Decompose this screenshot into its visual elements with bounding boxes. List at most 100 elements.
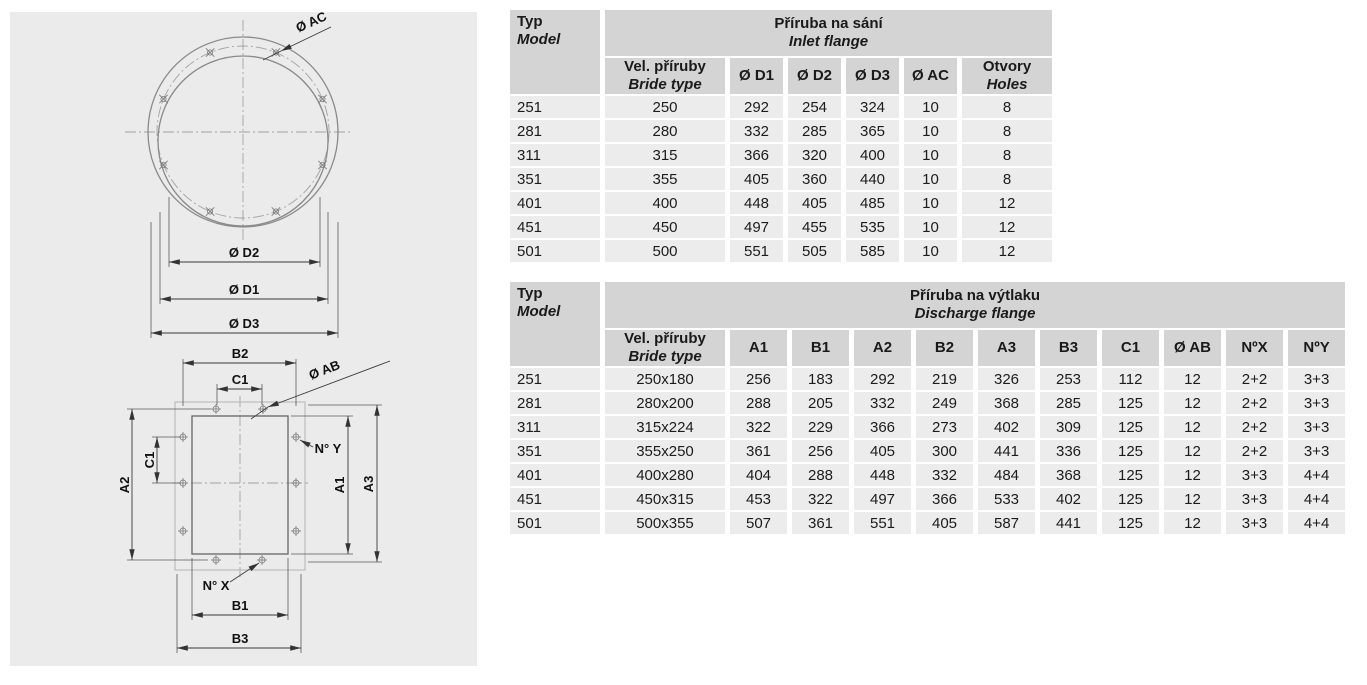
- outer-flange-plate: [174, 401, 306, 571]
- dimension-label-a1: A1: [332, 477, 347, 494]
- title-english: Discharge flange: [914, 305, 1036, 322]
- value-cell: 280: [605, 120, 725, 142]
- value-cell: 497: [854, 488, 911, 510]
- table-row: 281 280x200 288 205 332 249 368 285 125 12 2+2 3+3: [510, 392, 1346, 414]
- model-cell: 311: [510, 144, 600, 166]
- bolt-hole-icon: [291, 526, 301, 536]
- value-cell: 450: [605, 216, 725, 238]
- value-cell: 250: [605, 96, 725, 118]
- model-cell: 401: [510, 464, 600, 486]
- ab-leader-line: [267, 360, 391, 408]
- column-header-a2: A2: [854, 330, 911, 366]
- typ-label: Typ: [517, 13, 543, 30]
- dimension-label-ny: N° Y: [315, 441, 342, 456]
- value-cell: 4+4: [1288, 512, 1346, 534]
- column-header-holes: Otvory Holes: [962, 58, 1053, 94]
- table-row: 451 450x315 453 322 497 366 533 402 125 12 3+3 4+4: [510, 488, 1346, 510]
- value-cell: 322: [792, 488, 849, 510]
- value-cell: 315: [605, 144, 725, 166]
- value-cell: 402: [1040, 488, 1097, 510]
- value-cell: 309: [1040, 416, 1097, 438]
- value-cell: 402: [978, 416, 1035, 438]
- table-row: 501 500 551 505 585 10 12: [510, 240, 1053, 262]
- model-cell: 351: [510, 440, 600, 462]
- value-cell: 4+4: [1288, 464, 1346, 486]
- value-cell: 551: [854, 512, 911, 534]
- column-header-bride-type: Vel. příruby Bride type: [605, 330, 725, 366]
- value-cell: 3+3: [1288, 440, 1346, 462]
- value-cell: 400: [605, 192, 725, 214]
- column-header-d2: Ø D2: [788, 58, 841, 94]
- drawing-panel: Ø AC Ø D2 Ø D1 Ø D3: [10, 8, 477, 666]
- value-cell: 288: [730, 392, 787, 414]
- discharge-table-title: Příruba na výtlaku Discharge flange: [605, 282, 1346, 328]
- value-cell: 497: [730, 216, 783, 238]
- value-cell: 533: [978, 488, 1035, 510]
- bolt-hole-icon: [291, 478, 301, 488]
- value-cell: 4+4: [1288, 488, 1346, 510]
- value-cell: 12: [1164, 440, 1221, 462]
- bolt-hole-icon: [159, 94, 168, 104]
- value-cell: 450x315: [605, 488, 725, 510]
- dimension-label-ab: Ø AB: [307, 357, 342, 382]
- dimension-label-c1-left: C1: [142, 452, 157, 469]
- value-cell: 229: [792, 416, 849, 438]
- table-row: 311 315 366 320 400 10 8: [510, 144, 1053, 166]
- bolt-hole-icon: [318, 94, 327, 104]
- value-cell: 320: [788, 144, 841, 166]
- value-cell: 10: [904, 192, 957, 214]
- discharge-flange-drawing: B2 C1 Ø AB N° Y A2: [117, 346, 391, 653]
- column-header-bride-type: Vel. příruby Bride type: [605, 58, 725, 94]
- table-row: 251 250x180 256 183 292 219 326 253 112 12 2+2 3+3: [510, 368, 1346, 390]
- discharge-opening-rect: [191, 415, 289, 555]
- value-cell: 125: [1102, 416, 1159, 438]
- ac-leader-tail: [262, 50, 282, 61]
- value-cell: 10: [904, 144, 957, 166]
- value-cell: 2+2: [1226, 392, 1283, 414]
- bolt-hole-icon: [257, 555, 267, 565]
- value-cell: 12: [1164, 488, 1221, 510]
- column-header-nx: NºX: [1226, 330, 1283, 366]
- model-cell: 251: [510, 96, 600, 118]
- discharge-table-body: 251 250x180 256 183 292 219 326 253 112 12 2+2 3+3 2…: [510, 368, 1346, 534]
- model-cell: 501: [510, 240, 600, 262]
- dimension-label-a3: A3: [361, 476, 376, 493]
- bolt-hole-icon: [205, 48, 215, 57]
- value-cell: 125: [1102, 464, 1159, 486]
- model-cell: 251: [510, 368, 600, 390]
- value-cell: 249: [916, 392, 973, 414]
- model-cell: 501: [510, 512, 600, 534]
- value-cell: 3+3: [1226, 488, 1283, 510]
- column-header-d3: Ø D3: [846, 58, 899, 94]
- value-cell: 441: [978, 440, 1035, 462]
- bolt-hole-icon: [271, 207, 281, 216]
- column-header-a1: A1: [730, 330, 787, 366]
- value-cell: 125: [1102, 440, 1159, 462]
- bolt-hole-icon: [178, 526, 188, 536]
- value-cell: 205: [792, 392, 849, 414]
- model-cell: 351: [510, 168, 600, 190]
- dimension-label-d1: Ø D1: [229, 282, 259, 297]
- dimension-label-b2: B2: [232, 346, 249, 361]
- value-cell: 112: [1102, 368, 1159, 390]
- dimension-label-d2: Ø D2: [229, 245, 259, 260]
- value-cell: 405: [854, 440, 911, 462]
- value-cell: 484: [978, 464, 1035, 486]
- value-cell: 315x224: [605, 416, 725, 438]
- value-cell: 292: [730, 96, 783, 118]
- bolt-hole-icon: [211, 555, 221, 565]
- value-cell: 8: [962, 144, 1053, 166]
- value-cell: 300: [916, 440, 973, 462]
- value-cell: 332: [916, 464, 973, 486]
- value-cell: 326: [978, 368, 1035, 390]
- value-cell: 10: [904, 168, 957, 190]
- table-row: 281 280 332 285 365 10 8: [510, 120, 1053, 142]
- value-cell: 404: [730, 464, 787, 486]
- value-cell: 361: [730, 440, 787, 462]
- value-cell: 256: [792, 440, 849, 462]
- value-cell: 292: [854, 368, 911, 390]
- model-cell: 281: [510, 120, 600, 142]
- bolt-hole-icon: [205, 207, 215, 216]
- ab-leader-tail: [250, 406, 269, 420]
- title-czech: Příruba na výtlaku: [910, 287, 1041, 305]
